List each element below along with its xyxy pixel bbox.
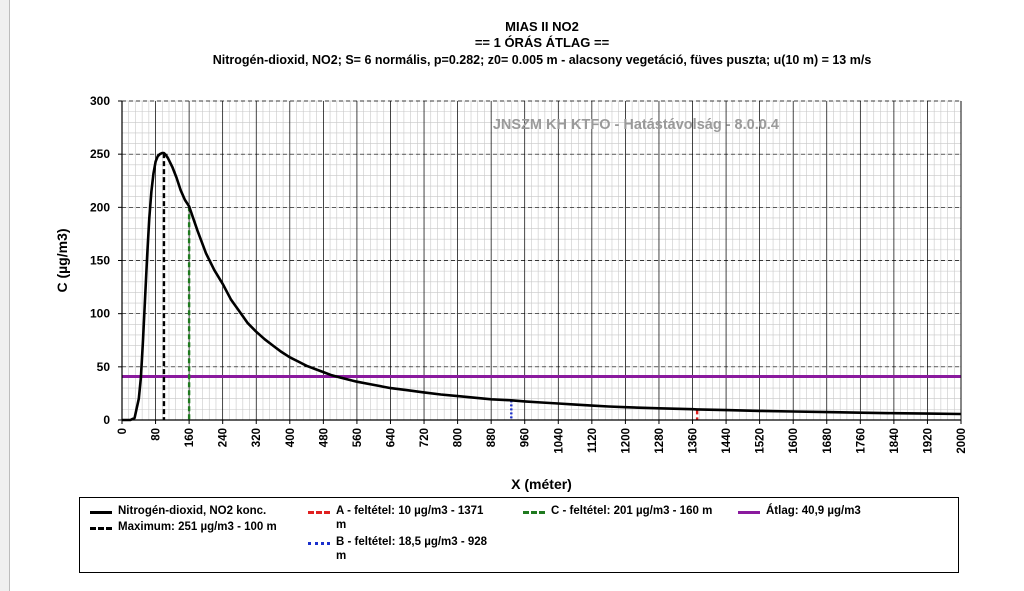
series-line-no2 xyxy=(122,151,962,422)
x-tick-label: 1680 xyxy=(822,428,834,454)
x-tick-label: 80 xyxy=(151,428,163,441)
x-tick-label: 1840 xyxy=(889,428,901,454)
legend-label-b-condition: B - feltétel: 18,5 µg/m3 - 928 m xyxy=(336,536,488,562)
chart-legend: Nitrogén-dioxid, NO2 konc. Maximum: 251 … xyxy=(79,497,959,573)
x-tick-label: 960 xyxy=(520,428,532,447)
legend-label-maximum: Maximum: 251 µg/m3 - 100 m xyxy=(118,521,277,533)
y-tick-label: 200 xyxy=(90,200,110,214)
y-tick-label: 100 xyxy=(90,307,110,321)
y-tick-label: 250 xyxy=(90,147,110,161)
x-tick-label: 1760 xyxy=(855,428,867,454)
legend-label-concentration: Nitrogén-dioxid, NO2 konc. xyxy=(118,505,267,517)
legend-swatch-b-condition xyxy=(308,542,330,545)
y-axis-label: C (µg/m3) xyxy=(54,228,70,292)
x-tick-label: 720 xyxy=(419,428,431,447)
x-tick-label: 1520 xyxy=(755,428,767,454)
chart-title: MIAS II NO2 xyxy=(505,19,579,34)
legend-item-average: Átlag: 40,9 µg/m3 xyxy=(738,504,938,518)
legend-label-c-condition: C - feltétel: 201 µg/m3 - 160 m xyxy=(551,505,713,517)
x-tick-label: 560 xyxy=(352,428,364,447)
x-tick-label: 0 xyxy=(117,428,129,434)
legend-item-concentration: Nitrogén-dioxid, NO2 konc. xyxy=(90,504,320,518)
legend-label-a-condition: A - feltétel: 10 µg/m3 - 1371 m xyxy=(336,505,484,531)
x-tick-label: 320 xyxy=(251,428,263,447)
x-tick-label: 2000 xyxy=(956,428,968,454)
x-tick-label: 640 xyxy=(385,428,397,447)
legend-item-a-condition: A - feltétel: 10 µg/m3 - 1371 m xyxy=(308,504,493,532)
x-tick-label: 400 xyxy=(285,428,297,447)
legend-swatch-maximum xyxy=(90,527,112,530)
x-tick-label: 1120 xyxy=(587,428,599,453)
watermark-text: JNSZM KH KTFO - Hatástávolság - 8.0.0.4 xyxy=(493,117,779,133)
x-axis-label: X (méter) xyxy=(511,476,572,492)
legend-item-maximum: Maximum: 251 µg/m3 - 100 m xyxy=(90,520,310,534)
concentration-chart: JNSZM KH KTFO - Hatástávolság - 8.0.0.4 0… xyxy=(54,94,968,492)
y-tick-label: 0 xyxy=(103,413,110,427)
legend-swatch-average xyxy=(738,511,760,514)
x-tick-label: 1920 xyxy=(922,428,934,454)
x-tick-label: 480 xyxy=(318,428,330,447)
x-tick-label: 1360 xyxy=(688,428,700,454)
window-edge xyxy=(0,0,10,591)
major-grid xyxy=(121,100,962,421)
x-tick-label: 160 xyxy=(184,428,196,447)
chart-description: Nitrogén-dioxid, NO2; S= 6 normális, p=0… xyxy=(212,53,872,67)
legend-swatch-c-condition xyxy=(523,511,545,514)
legend-item-b-condition: B - feltétel: 18,5 µg/m3 - 928 m xyxy=(308,535,493,563)
x-tick-label: 240 xyxy=(218,428,230,447)
x-tick-label: 1600 xyxy=(788,428,800,454)
x-tick-label: 1200 xyxy=(620,428,632,454)
y-tick-label: 150 xyxy=(90,254,110,268)
y-tick-label: 300 xyxy=(90,94,110,108)
x-tick-label: 880 xyxy=(486,428,498,447)
chart-subtitle: == 1 ÓRÁS ÁTLAG == xyxy=(474,35,610,50)
legend-label-average: Átlag: 40,9 µg/m3 xyxy=(766,505,861,517)
legend-swatch-concentration xyxy=(90,511,112,514)
x-tick-label: 1440 xyxy=(721,428,733,454)
x-tick-label: 1280 xyxy=(654,428,666,454)
x-tick-label: 1040 xyxy=(553,428,565,454)
x-tick-label: 800 xyxy=(453,428,465,447)
y-tick-label: 50 xyxy=(97,360,111,374)
legend-item-c-condition: C - feltétel: 201 µg/m3 - 160 m xyxy=(523,504,713,518)
legend-swatch-a-condition xyxy=(308,511,330,514)
